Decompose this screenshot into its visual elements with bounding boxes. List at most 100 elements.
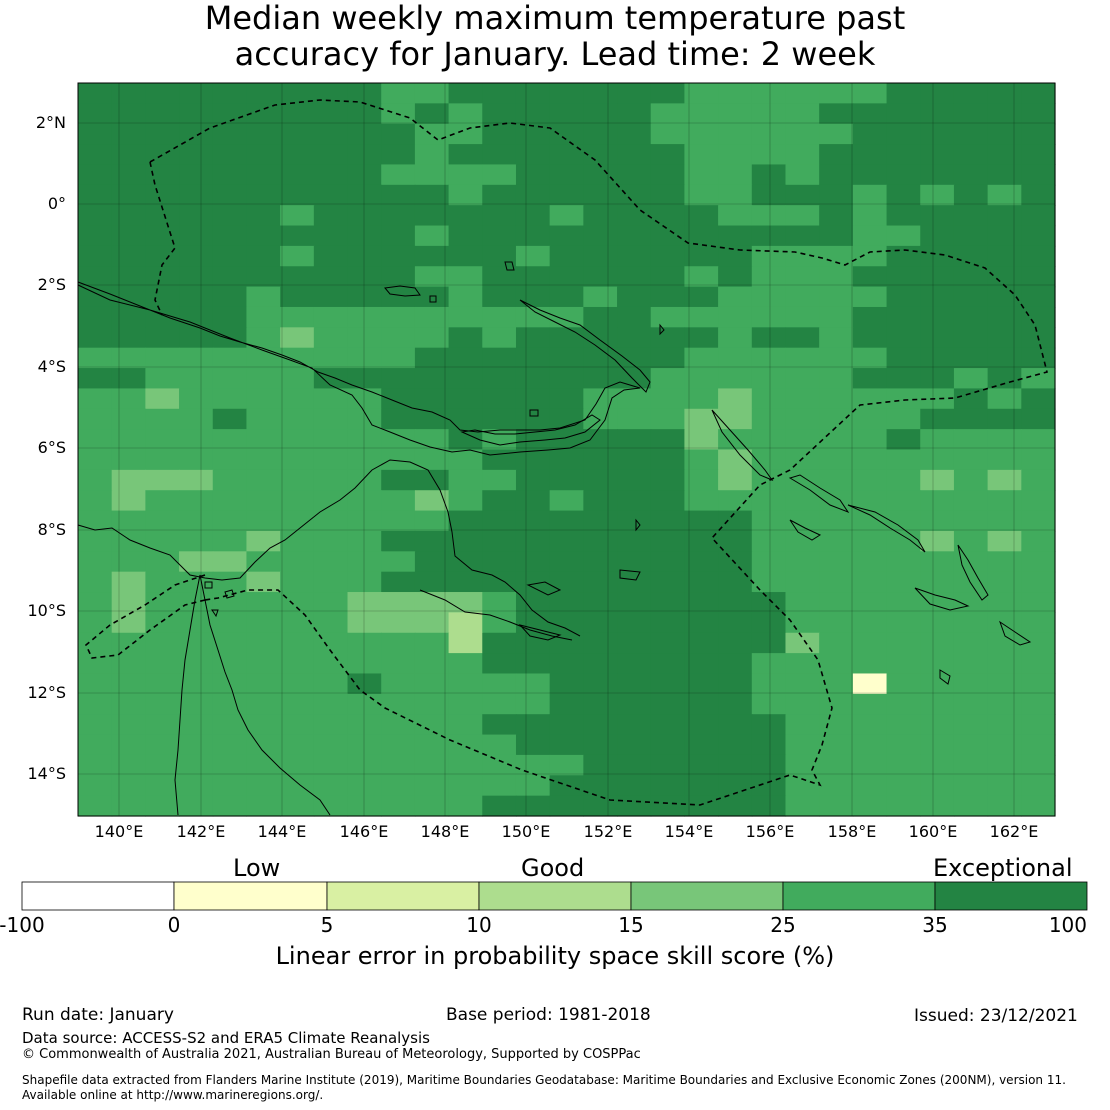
- grid-cell: [920, 184, 955, 206]
- grid-cell: [953, 408, 989, 430]
- grid-cell: [718, 368, 753, 390]
- grid-cell: [246, 795, 281, 817]
- grid-cell: [718, 327, 753, 349]
- grid-cell: [313, 714, 349, 736]
- grid-cell: [650, 714, 686, 736]
- grid-cell: [78, 734, 113, 756]
- grid-cell: [549, 429, 584, 451]
- grid-cell: [617, 612, 652, 634]
- grid-cell: [482, 306, 517, 328]
- grid-cell: [987, 286, 1022, 308]
- grid-cell: [953, 225, 989, 247]
- grid-cell: [549, 347, 584, 369]
- grid-cell: [280, 347, 315, 369]
- grid-cell: [819, 266, 854, 288]
- grid-cell: [819, 530, 854, 552]
- grid-cell: [987, 347, 1022, 369]
- lat-label-4s: 4°S: [37, 357, 66, 376]
- grid-cell: [617, 408, 652, 430]
- grid-cell: [583, 347, 618, 369]
- grid-cell: [280, 388, 315, 410]
- guadalcanal-coast: [914, 587, 970, 611]
- grid-cell: [718, 449, 753, 471]
- lon-label-154e: 154°E: [664, 822, 714, 841]
- grid-cell: [650, 653, 686, 675]
- grid-cell: [785, 123, 820, 145]
- grid-cell: [347, 184, 382, 206]
- grid-cell: [684, 83, 719, 104]
- grid-cell: [111, 449, 146, 471]
- grid-cell: [179, 775, 214, 797]
- grid-cell: [819, 347, 854, 369]
- grid-cell: [920, 144, 955, 166]
- grid-cell: [381, 612, 416, 634]
- grid-cell: [515, 103, 551, 125]
- grid-cell: [246, 306, 281, 328]
- grid-cell: [212, 164, 248, 186]
- grid-cell: [482, 530, 517, 552]
- grid-cell: [549, 266, 584, 288]
- grid-cell: [886, 266, 921, 288]
- grid-cell: [549, 795, 584, 817]
- grid-cell: [515, 714, 551, 736]
- grid-cell: [381, 592, 416, 613]
- grid-cell: [650, 205, 686, 227]
- lon-label-158e: 158°E: [827, 822, 877, 841]
- grid-cell: [212, 571, 248, 593]
- grid-cell: [313, 510, 349, 532]
- grid-cell: [987, 327, 1022, 349]
- grid-cell: [145, 673, 180, 695]
- grid-cell: [920, 103, 955, 125]
- grid-cell: [549, 632, 584, 654]
- grid-cell: [212, 306, 248, 328]
- grid-cell: [381, 571, 416, 593]
- grid-cell: [684, 123, 719, 145]
- grid-cell: [886, 612, 921, 634]
- colorbar-axis-label: Linear error in probability space skill …: [275, 942, 835, 970]
- grid-cell: [78, 266, 113, 288]
- grid-cell: [650, 225, 686, 247]
- grid-cell: [313, 571, 349, 593]
- grid-cell: [1021, 632, 1056, 654]
- grid-cell: [280, 123, 315, 145]
- grid-cell: [718, 103, 753, 125]
- grid-cell: [381, 144, 416, 166]
- grid-cell: [650, 266, 686, 288]
- grid-cell: [212, 632, 248, 654]
- grid-cell: [953, 368, 989, 390]
- grid-cell: [650, 571, 686, 593]
- grid-cell: [78, 83, 113, 104]
- grid-cell: [718, 714, 753, 736]
- grid-cell: [179, 612, 214, 634]
- grid-cell: [953, 123, 989, 145]
- grid-cell: [886, 551, 921, 573]
- grid-cell: [179, 286, 214, 308]
- grid-cell: [414, 612, 450, 634]
- grid-cell: [212, 693, 248, 715]
- grid-cell: [280, 673, 315, 695]
- grid-cell: [785, 368, 820, 390]
- grid-cell: [280, 449, 315, 471]
- grid-cell: [179, 734, 214, 756]
- grid-cell: [448, 795, 483, 817]
- coral-coast: [419, 589, 573, 641]
- grid-cell: [414, 795, 450, 817]
- grid-cell: [381, 347, 416, 369]
- coastlines: [77, 261, 1032, 816]
- grid-cell: [145, 103, 180, 125]
- grid-cell: [381, 408, 416, 430]
- grid-cell: [515, 225, 551, 247]
- grid-cell: [246, 571, 281, 593]
- grid-cell: [583, 653, 618, 675]
- grid-cell: [549, 306, 584, 328]
- grid-cell: [684, 327, 719, 349]
- grid-cell: [718, 347, 753, 369]
- grid-cell: [920, 205, 955, 227]
- grid-cell: [482, 205, 517, 227]
- grid-cell: [684, 469, 719, 491]
- grid-cell: [718, 286, 753, 308]
- grid-cell: [111, 775, 146, 797]
- grid-cell: [549, 184, 584, 206]
- grid-cell: [987, 144, 1022, 166]
- grid-cell: [583, 795, 618, 817]
